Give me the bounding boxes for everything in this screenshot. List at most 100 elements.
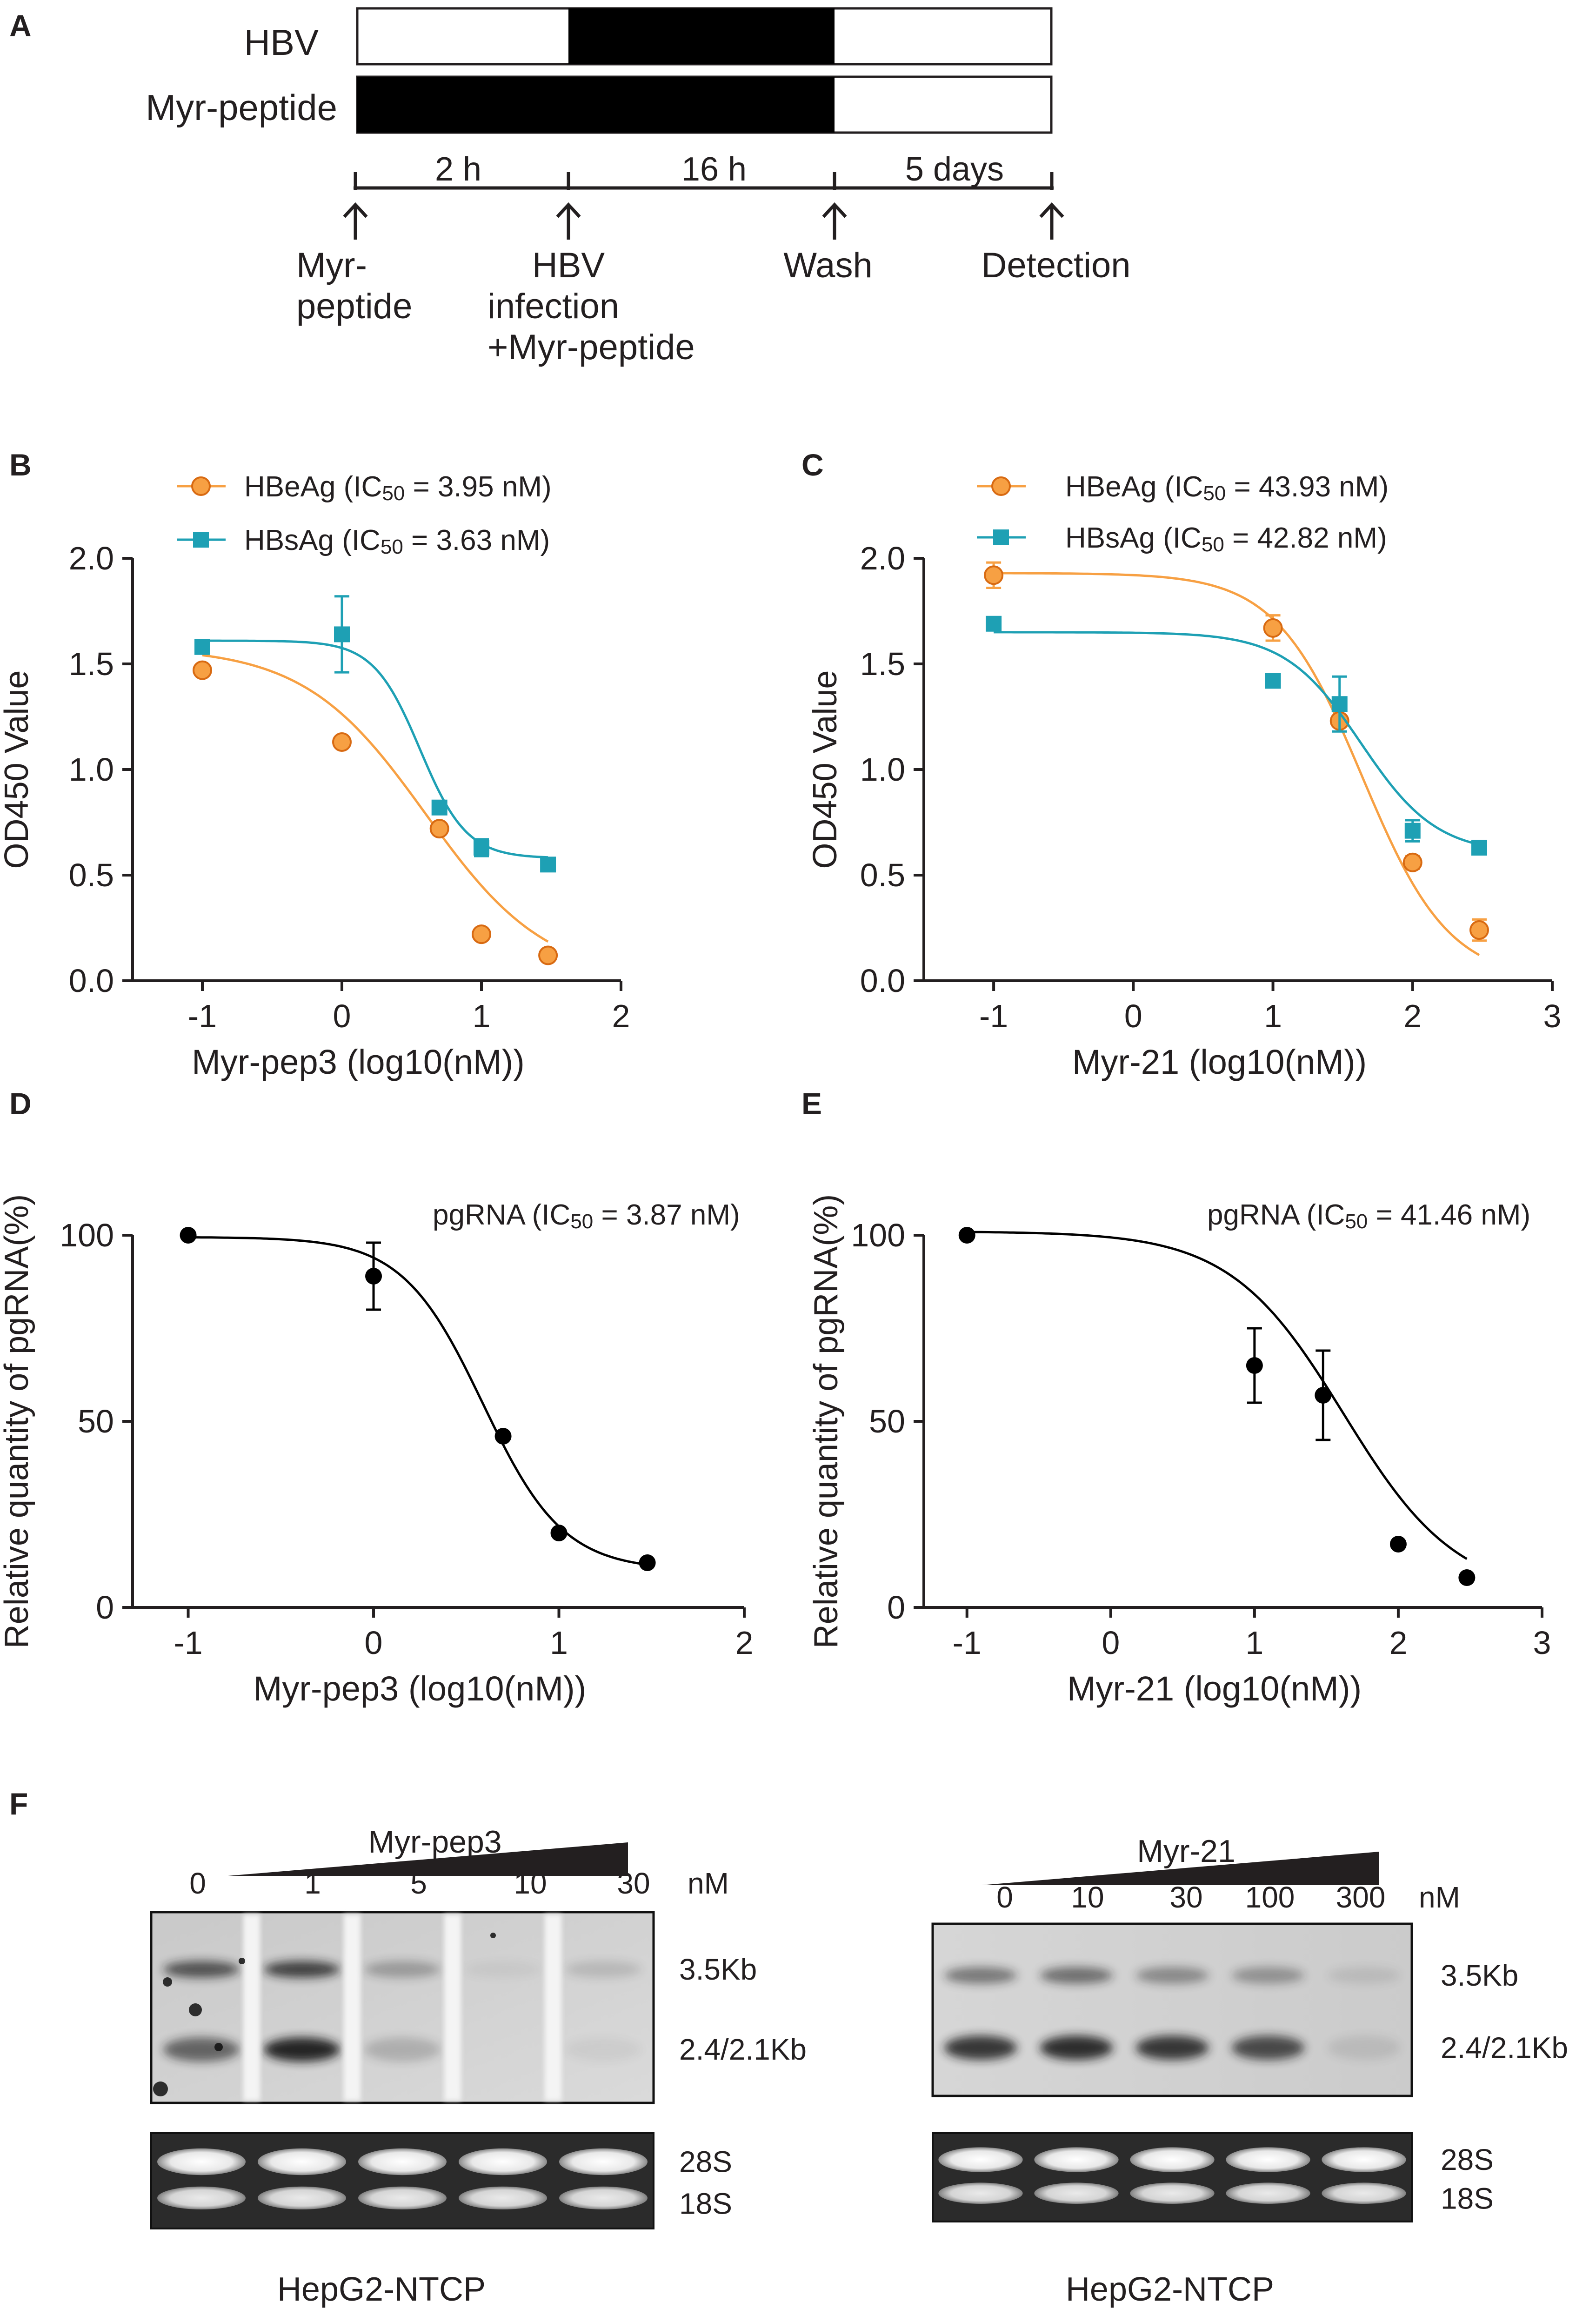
fit-curve-pgrna <box>188 1236 648 1566</box>
y-tick-label: 0 <box>887 1589 905 1626</box>
dose-gradient-wedge <box>982 1852 1379 1885</box>
band-18s <box>1034 2182 1119 2204</box>
data-point-pgrna <box>180 1227 197 1244</box>
band-28s <box>1034 2147 1119 2172</box>
band-3-5kb <box>364 1961 441 1978</box>
fit-curve-hbsag <box>202 639 548 859</box>
blot-speck <box>189 2003 202 2016</box>
band-18s <box>938 2182 1023 2204</box>
data-point-hbsag <box>1331 696 1348 712</box>
chart-d-pgrna-myr-pep3: -1 0 1 2 0 50 100 Myr-pep3 (log10(nM)) Relative … <box>0 1194 753 1708</box>
data-point-hbeag <box>1469 920 1489 940</box>
chart-c-od450-myr-21: -1 0 1 2 3 0.0 0.5 1.0 1.5 2.0 Myr-21 (log10(nM)) O… <box>807 471 1561 1081</box>
row-label-hbv: HBV <box>244 22 319 63</box>
x-tick-label: 0 <box>333 998 351 1034</box>
timepoint-label-line: +Myr-peptide <box>487 328 695 367</box>
x-tick-label: 0 <box>1124 998 1142 1034</box>
blot-speck <box>153 2081 168 2096</box>
data-point-pgrna <box>494 1428 512 1445</box>
dose-label: 30 <box>617 1867 650 1900</box>
band-2-4-2-1kb <box>163 2037 240 2062</box>
timepoint-label-line: Myr- <box>296 246 367 285</box>
data-point-hbsag <box>986 616 1002 632</box>
dose-label: 0 <box>996 1881 1013 1914</box>
band-18s <box>257 2186 347 2209</box>
band-18s <box>358 2186 447 2209</box>
x-tick-label: 1 <box>1245 1625 1263 1661</box>
data-point-pgrna <box>550 1525 568 1541</box>
panel-label-a: A <box>9 8 32 43</box>
x-tick-label: 2 <box>1403 998 1422 1034</box>
band-2-4-2-1kb <box>364 2037 441 2062</box>
data-point-hbsag <box>1265 673 1281 689</box>
data-point-hbsag <box>1404 823 1421 839</box>
data-point-pgrna <box>958 1227 975 1244</box>
arrow-up-icon <box>1039 202 1064 240</box>
band-3-5kb <box>163 1961 240 1978</box>
x-axis-title: Myr-pep3 (log10(nM)) <box>254 1669 587 1708</box>
x-tick-label: 1 <box>1264 998 1282 1034</box>
y-tick-label: 0.0 <box>860 963 905 999</box>
rrna-label: 18S <box>679 2187 732 2221</box>
rrna-gel <box>150 2132 654 2229</box>
duration-label: 2 h <box>435 151 481 188</box>
data-point-hbsag <box>1471 839 1487 856</box>
band-2-4-2-1kb <box>263 2037 341 2062</box>
band-2-4-2-1kb <box>565 2037 642 2062</box>
x-tick-label: 3 <box>1533 1625 1551 1661</box>
band-3-5kb <box>1327 1967 1401 1984</box>
x-tick-label: -1 <box>953 1625 982 1661</box>
data-point-hbeag <box>429 819 449 839</box>
band-28s <box>1130 2147 1215 2172</box>
row-label-myr-peptide: Myr-peptide <box>146 87 337 128</box>
band-3-5kb <box>944 1967 1017 1984</box>
band-3-5kb <box>1231 1967 1305 1984</box>
timepoint-label-line: Wash <box>783 246 872 285</box>
lane-gap <box>444 1914 461 2101</box>
data-point-hbsag <box>540 857 556 873</box>
data-point-hbeag <box>1402 852 1422 872</box>
panel-label-e: E <box>801 1086 822 1121</box>
band-18s <box>157 2186 246 2209</box>
band-28s <box>559 2148 648 2175</box>
blot-myr-21: Myr-21 0 10 30 100 300 nM 3.5Kb 2.4/2.1Kb 28S 18S H… <box>931 1834 1568 2308</box>
timepoint-label-line: HBV <box>532 246 605 285</box>
lane-gap <box>545 1914 561 2101</box>
hbv-bar-filled <box>568 8 835 64</box>
dose-label: 300 <box>1336 1881 1386 1914</box>
arrow-up-icon <box>343 202 368 240</box>
data-point-hbsag <box>474 839 489 856</box>
fit-curve-hbeag <box>202 654 549 943</box>
x-axis-title: Myr-21 (log10(nM)) <box>1067 1669 1362 1708</box>
dose-gradient-wedge <box>228 1842 628 1876</box>
y-tick-label: 0.0 <box>69 963 114 999</box>
blot-speck <box>214 2043 223 2051</box>
timepoint-label-line: peptide <box>296 287 412 326</box>
y-tick-label: 1.0 <box>860 751 905 788</box>
lane-gap <box>344 1914 361 2101</box>
dose-label: 30 <box>1169 1881 1202 1914</box>
data-point-hbeag <box>472 924 491 944</box>
y-axis-title: Relative quantity of pgRNA(%) <box>0 1194 35 1648</box>
panel-a-timeline: A HBV Myr-peptide 2 h 16 h 5 days Myr- p… <box>9 7 1131 367</box>
y-tick-label: 1.5 <box>69 646 114 682</box>
data-point-hbeag <box>1263 618 1283 638</box>
arrow-up-icon <box>822 202 847 240</box>
arrow-up-icon <box>556 202 581 240</box>
x-tick-label: -1 <box>174 1625 202 1661</box>
data-point-pgrna <box>639 1554 656 1571</box>
dose-label: 100 <box>1245 1881 1295 1914</box>
band-2-4-2-1kb <box>944 2035 1017 2060</box>
legend-label-hbeag: HBeAg (IC50 = 3.95 nM) <box>244 471 552 505</box>
band-18s <box>1322 2182 1406 2204</box>
band-28s <box>938 2147 1023 2172</box>
rrna-label: 28S <box>1441 2143 1494 2176</box>
band-28s <box>1322 2147 1406 2172</box>
fit-curve-pgrna <box>967 1231 1468 1560</box>
northern-blot-membrane <box>931 1922 1413 2097</box>
x-tick-label: 3 <box>1543 998 1562 1034</box>
band-size-label: 2.4/2.1Kb <box>679 2033 807 2066</box>
data-point-hbsag <box>194 639 210 655</box>
legend-label-hbeag: HBeAg (IC50 = 43.93 nM) <box>1065 471 1389 505</box>
band-2-4-2-1kb <box>1231 2035 1305 2060</box>
